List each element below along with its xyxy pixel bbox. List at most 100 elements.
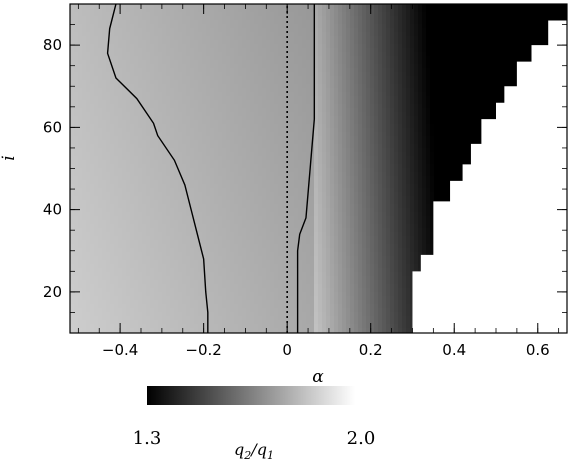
- heatmap-cell: [286, 276, 291, 281]
- heatmap-cell: [186, 116, 191, 121]
- heatmap-cell: [162, 8, 167, 13]
- heatmap-cell: [238, 304, 243, 309]
- heatmap-cell: [78, 100, 83, 105]
- heatmap-cell: [210, 108, 215, 113]
- heatmap-cell: [258, 48, 263, 53]
- heatmap-cell: [186, 252, 191, 257]
- heatmap-cell: [162, 24, 167, 29]
- heatmap-cell: [110, 92, 115, 97]
- heatmap-cell: [142, 132, 147, 137]
- heatmap-cell: [186, 260, 191, 265]
- heatmap-cell: [150, 12, 155, 17]
- heatmap-cell: [190, 224, 195, 229]
- heatmap-cell: [158, 32, 163, 37]
- heatmap-cell: [298, 24, 303, 29]
- heatmap-cell: [94, 252, 99, 257]
- heatmap-cell: [214, 236, 219, 241]
- heatmap-cell: [142, 308, 147, 313]
- heatmap-cell: [186, 40, 191, 45]
- heatmap-cell: [154, 104, 159, 109]
- heatmap-cell: [286, 308, 291, 313]
- heatmap-cell: [246, 148, 251, 153]
- heatmap-cell: [102, 36, 107, 41]
- heatmap-cell: [134, 236, 139, 241]
- heatmap-cell: [166, 192, 171, 197]
- heatmap-cell: [150, 56, 155, 61]
- heatmap-cell: [82, 200, 87, 205]
- heatmap-cell: [306, 208, 311, 213]
- heatmap-cell: [258, 40, 263, 45]
- heatmap-cell: [290, 16, 295, 21]
- heatmap-cell: [98, 4, 103, 9]
- heatmap-cell: [166, 24, 171, 29]
- heatmap-cell: [270, 132, 275, 137]
- heatmap-cell: [186, 316, 191, 321]
- heatmap-cell: [210, 176, 215, 181]
- heatmap-cell: [230, 16, 235, 21]
- heatmap-cell: [126, 180, 131, 185]
- heatmap-cell: [182, 60, 187, 65]
- heatmap-cell: [142, 140, 147, 145]
- heatmap-cell: [250, 32, 255, 37]
- heatmap-cell: [106, 24, 111, 29]
- heatmap-cell: [294, 16, 299, 21]
- heatmap-cell: [210, 116, 215, 121]
- heatmap-cell: [210, 12, 215, 17]
- heatmap-cell: [298, 164, 303, 169]
- heatmap-cell: [110, 244, 115, 249]
- heatmap-cell: [114, 100, 119, 105]
- heatmap-cell: [174, 20, 179, 25]
- heatmap-cell: [74, 156, 79, 161]
- heatmap-cell: [74, 132, 79, 137]
- heatmap-cell: [234, 252, 239, 257]
- heatmap-cell: [146, 180, 151, 185]
- heatmap-cell: [82, 220, 87, 225]
- heatmap-cell: [146, 184, 151, 189]
- heatmap-cell: [282, 256, 287, 261]
- heatmap-cell: [150, 216, 155, 221]
- heatmap-cell: [274, 92, 279, 97]
- heatmap-cell: [258, 44, 263, 49]
- heatmap-cell: [194, 176, 199, 181]
- heatmap-cell: [150, 116, 155, 121]
- heatmap-cell: [166, 104, 171, 109]
- heatmap-cell: [190, 236, 195, 241]
- heatmap-cell: [178, 200, 183, 205]
- heatmap-cell: [166, 16, 171, 21]
- heatmap-cell: [138, 192, 143, 197]
- heatmap-cell: [274, 12, 279, 17]
- heatmap-cell: [298, 316, 303, 321]
- heatmap-cell: [190, 24, 195, 29]
- heatmap-cell: [302, 280, 307, 285]
- heatmap-cell: [186, 320, 191, 325]
- heatmap-cell: [186, 132, 191, 137]
- heatmap-cell: [262, 152, 267, 157]
- heatmap-cell: [302, 44, 307, 49]
- heatmap-cell: [190, 64, 195, 69]
- heatmap-cell: [126, 188, 131, 193]
- heatmap-cell: [130, 168, 135, 173]
- heatmap-cell: [190, 12, 195, 17]
- heatmap-cell: [134, 84, 139, 89]
- heatmap-cell: [250, 120, 255, 125]
- heatmap-cell: [214, 292, 219, 297]
- heatmap-cell: [110, 316, 115, 321]
- heatmap-cell: [202, 324, 207, 329]
- heatmap-cell: [298, 320, 303, 325]
- heatmap-cell: [310, 52, 315, 57]
- heatmap-cell: [90, 188, 95, 193]
- heatmap-cell: [298, 300, 303, 305]
- heatmap-cell: [98, 52, 103, 57]
- heatmap-cell: [234, 308, 239, 313]
- heatmap-cell: [238, 312, 243, 317]
- heatmap-cell: [190, 16, 195, 21]
- heatmap-cell: [158, 144, 163, 149]
- heatmap-cell: [106, 264, 111, 269]
- heatmap-cell: [218, 152, 223, 157]
- heatmap-cell: [290, 284, 295, 289]
- heatmap-cell: [182, 236, 187, 241]
- heatmap-cell: [166, 4, 171, 9]
- heatmap-cell: [270, 224, 275, 229]
- heatmap-cell: [166, 128, 171, 133]
- heatmap-cell: [86, 56, 91, 61]
